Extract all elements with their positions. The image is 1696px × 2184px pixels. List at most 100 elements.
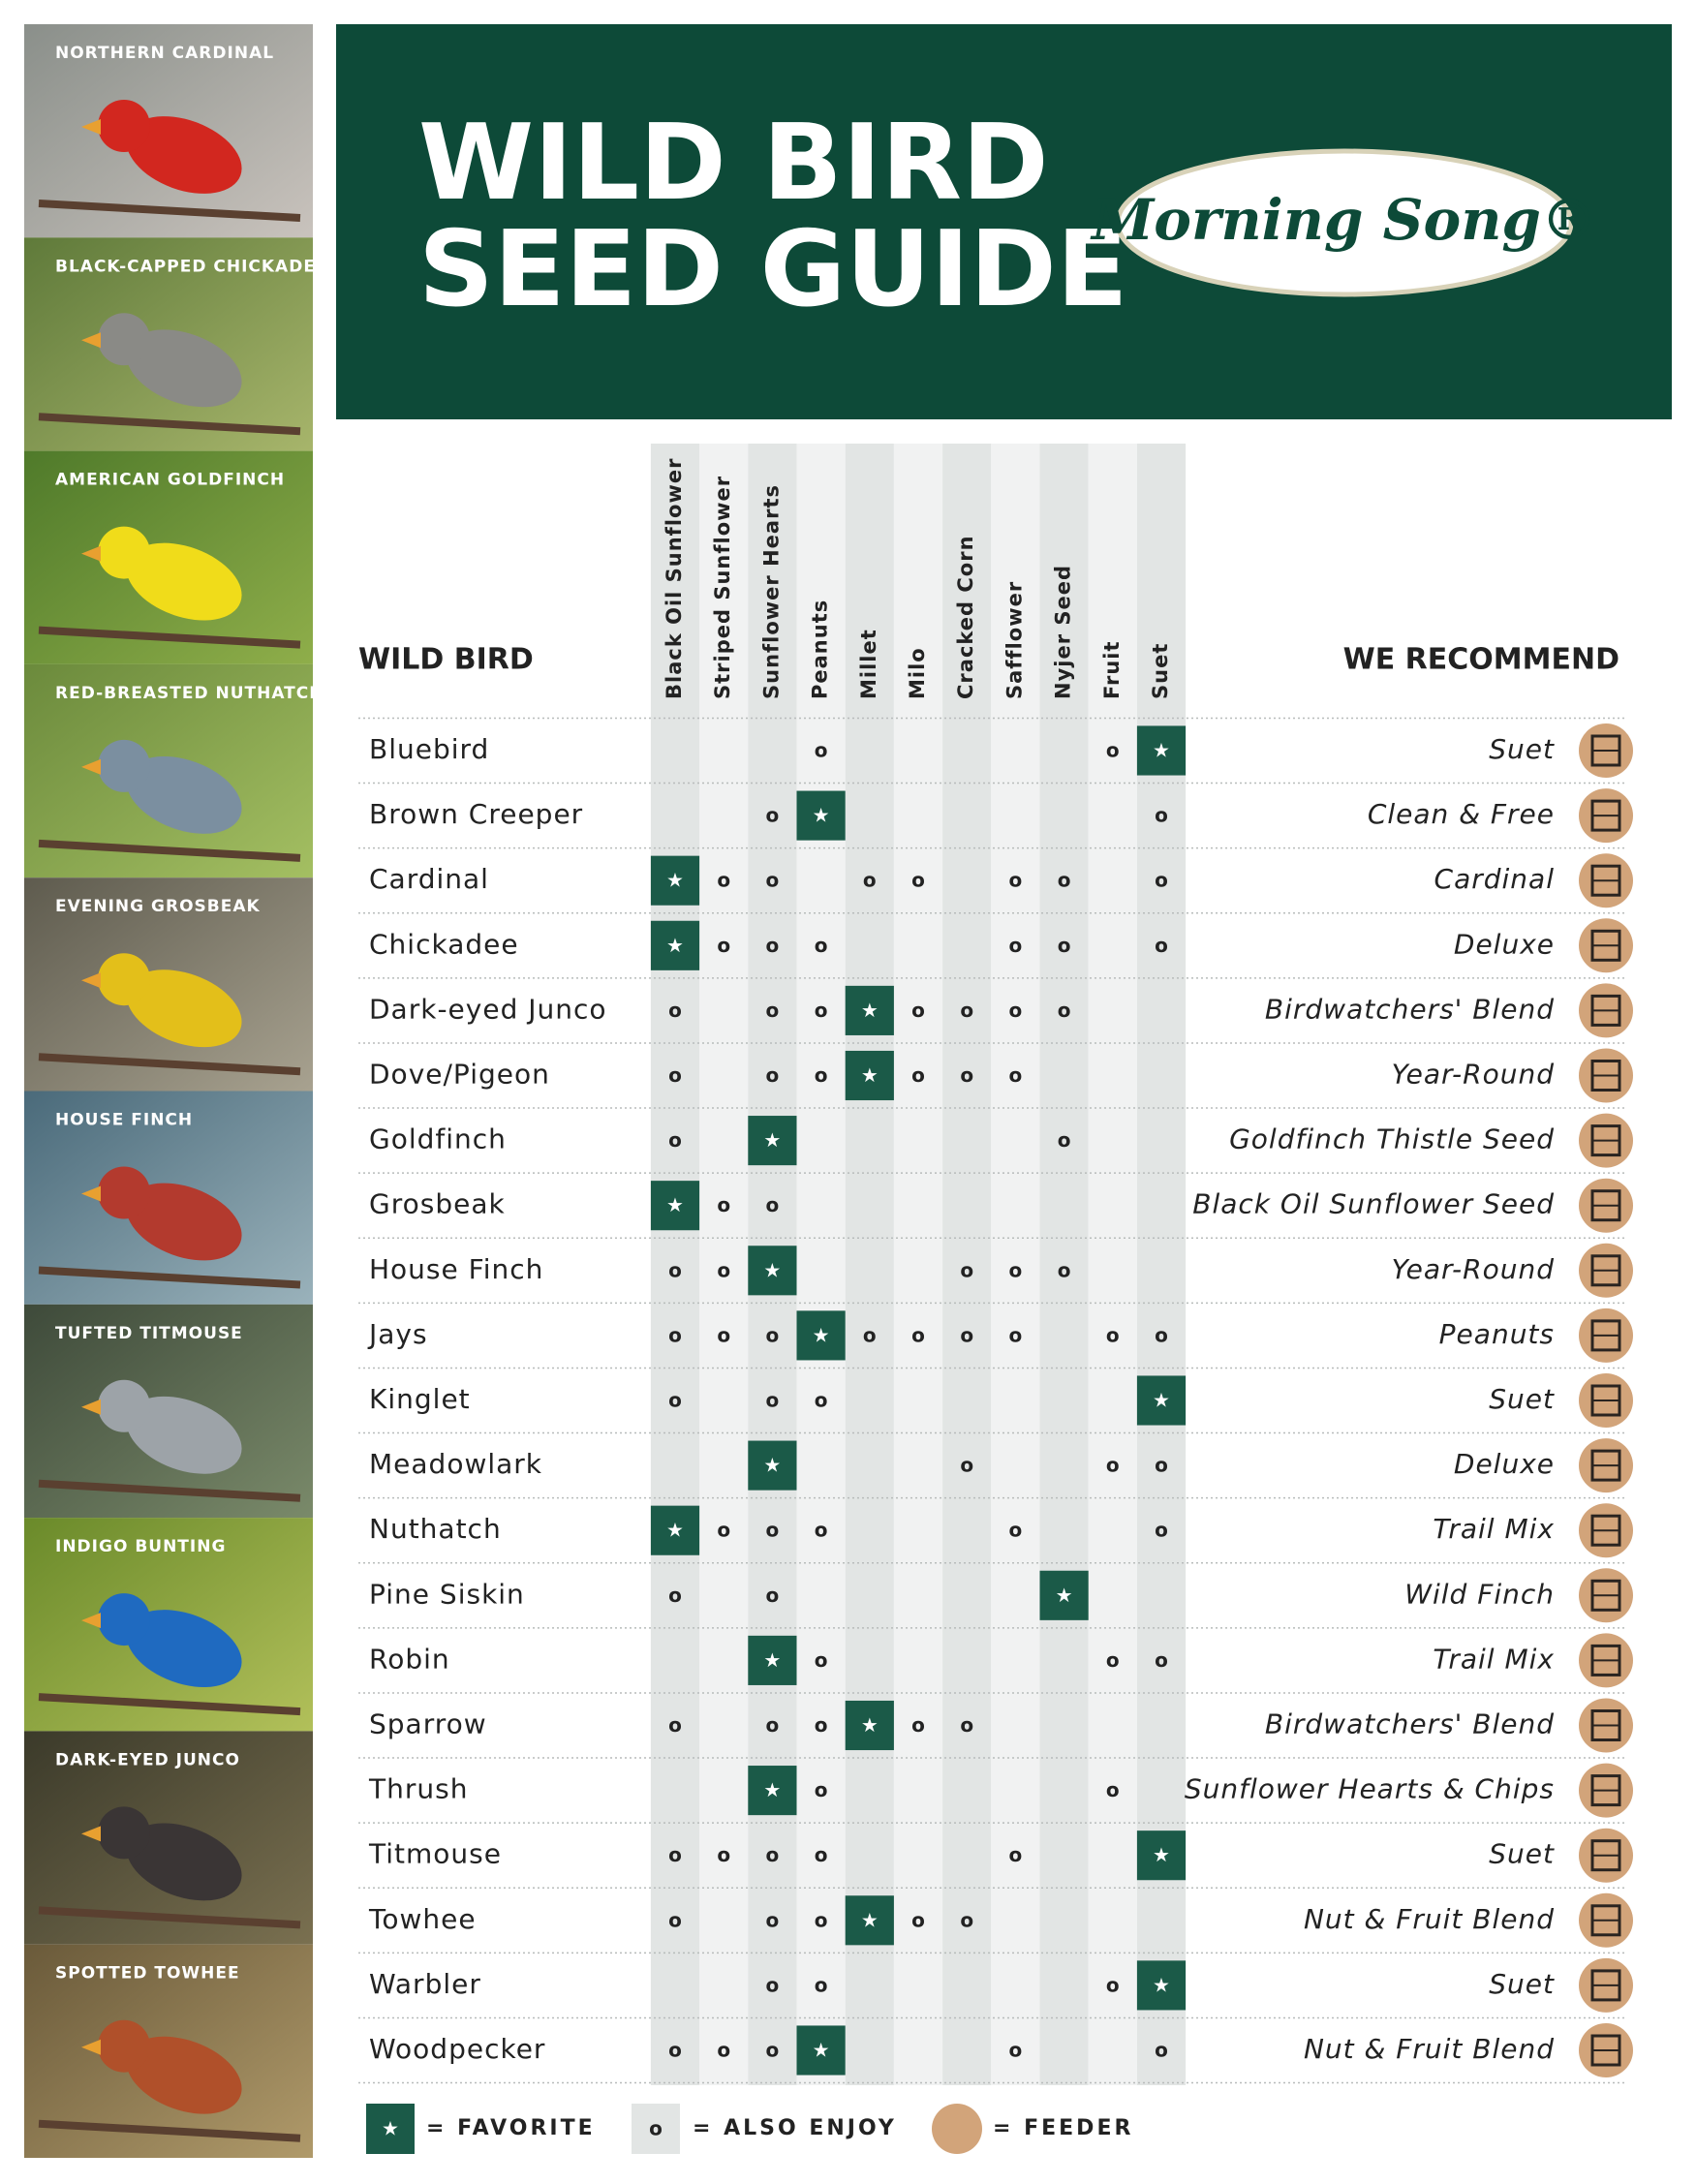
bird-name: Pine Siskin	[369, 1578, 525, 1610]
favorite-mark: ★	[813, 1323, 830, 1346]
recommendation: Deluxe	[1454, 928, 1555, 960]
bird-perch	[38, 1053, 301, 1076]
bird-body	[126, 969, 242, 1048]
also-enjoy-mark: o	[766, 1973, 780, 1996]
bird-beak	[81, 2039, 101, 2055]
bird-name: Titmouse	[368, 1838, 502, 1870]
favorite-cell	[1039, 1570, 1089, 1620]
column-header: Cracked Corn	[954, 535, 977, 699]
favorite-mark: ★	[1056, 1584, 1073, 1607]
favorite-mark: ★	[666, 869, 684, 892]
bird-beak	[81, 1826, 101, 1842]
also-enjoy-mark: o	[911, 1908, 925, 1931]
bird-photo-label: TUFTED TITMOUSE	[55, 1324, 243, 1343]
recommendation: Cardinal	[1434, 863, 1555, 895]
also-enjoy-mark: o	[668, 999, 682, 1022]
recommendation: Nut & Fruit Blend	[1304, 2033, 1555, 2065]
also-enjoy-mark: o	[911, 1063, 925, 1087]
also-enjoy-mark: o	[766, 999, 780, 1022]
bird-perch	[38, 200, 301, 222]
bird-beak	[81, 972, 101, 989]
bird-name: Thrush	[368, 1773, 468, 1805]
bird-body	[126, 116, 242, 194]
legend-feeder: = FEEDER	[993, 2116, 1133, 2140]
column-header: Safflower	[1002, 581, 1026, 699]
also-enjoy-mark: o	[1106, 739, 1120, 762]
recommendation: Deluxe	[1454, 1448, 1555, 1480]
bird-name: Cardinal	[369, 863, 489, 895]
also-enjoy-mark: o	[815, 739, 828, 762]
favorite-mark: ★	[763, 1648, 781, 1672]
also-enjoy-mark: o	[911, 999, 925, 1022]
also-enjoy-mark: o	[815, 1778, 828, 1801]
favorite-cell	[845, 1050, 894, 1101]
bird-perch	[38, 413, 301, 436]
recommendation: Trail Mix	[1433, 1643, 1555, 1675]
favorite-cell	[1136, 725, 1187, 776]
title-line: SEED GUIDE	[418, 209, 1128, 330]
also-enjoy-mark: o	[766, 1713, 780, 1737]
legend-favorite: = FAVORITE	[426, 2116, 596, 2140]
also-enjoy-mark: o	[911, 1713, 925, 1737]
also-enjoy-mark: o	[1155, 869, 1168, 892]
favorite-cell	[796, 790, 846, 841]
bird-perch	[38, 626, 301, 649]
also-enjoy-mark: o	[668, 1713, 682, 1737]
bird-name: Woodpecker	[369, 2033, 545, 2065]
favorite-mark: ★	[861, 1908, 879, 1931]
column-header: Milo	[906, 647, 929, 699]
recommendation: Wild Finch	[1404, 1578, 1555, 1610]
bird-body	[126, 755, 242, 834]
recommendation: Birdwatchers' Blend	[1265, 1708, 1555, 1740]
favorite-cell	[748, 1116, 797, 1166]
also-enjoy-mark: o	[911, 869, 925, 892]
also-enjoy-mark: o	[960, 1454, 973, 1477]
also-enjoy-mark: o	[668, 1258, 682, 1281]
favorite-cell	[845, 985, 894, 1035]
bird-photo-label: DARK-EYED JUNCO	[55, 1750, 240, 1769]
favorite-cell	[796, 1310, 846, 1361]
bird-beak	[81, 1613, 101, 1629]
column-header: Sunflower Hearts	[759, 484, 783, 699]
recommendation: Birdwatchers' Blend	[1265, 993, 1555, 1025]
bird-name: Goldfinch	[369, 1123, 507, 1155]
favorite-mark: ★	[1153, 739, 1170, 762]
also-enjoy-mark: o	[1058, 1258, 1071, 1281]
favorite-mark: ★	[1153, 1843, 1170, 1866]
also-enjoy-mark: o	[815, 934, 828, 957]
recommendation: Year-Round	[1392, 1253, 1555, 1285]
bird-head	[98, 313, 150, 366]
bird-photo-label: EVENING GROSBEAK	[55, 897, 261, 916]
also-enjoy-mark: o	[1009, 1843, 1023, 1866]
also-enjoy-mark: o	[815, 1973, 828, 1996]
also-enjoy-mark: o	[1155, 2039, 1168, 2062]
also-enjoy-mark: o	[1106, 1323, 1120, 1346]
favorite-cell	[748, 1766, 797, 1816]
favorite-cell	[650, 1181, 700, 1231]
also-enjoy-mark: o	[815, 1843, 828, 1866]
also-enjoy-mark: o	[1058, 869, 1071, 892]
recommendation: Goldfinch Thistle Seed	[1229, 1123, 1555, 1155]
legend-also-box	[632, 2104, 680, 2154]
favorite-mark: ★	[666, 1519, 684, 1542]
favorite-mark: ★	[813, 804, 830, 827]
bird-name: House Finch	[369, 1253, 543, 1285]
legend-favorite-box	[366, 2104, 415, 2154]
also-enjoy-mark: o	[766, 1908, 780, 1931]
also-enjoy-mark: o	[668, 1389, 682, 1412]
column-band	[1136, 444, 1187, 2085]
recommendation: Suet	[1489, 1383, 1555, 1415]
also-enjoy-mark: o	[1058, 934, 1071, 957]
favorite-cell	[796, 2025, 846, 2076]
recommendation: Black Oil Sunflower Seed	[1192, 1188, 1555, 1220]
also-enjoy-mark: o	[766, 2039, 780, 2062]
bird-photo-label: NORTHERN CARDINAL	[55, 44, 274, 63]
also-enjoy-mark: o	[815, 1063, 828, 1087]
also-enjoy-mark: o	[668, 1908, 682, 1931]
recommendation: Trail Mix	[1433, 1513, 1555, 1545]
bird-name: Nuthatch	[369, 1513, 502, 1545]
bird-name: Robin	[369, 1643, 450, 1675]
bird-head	[98, 526, 150, 579]
